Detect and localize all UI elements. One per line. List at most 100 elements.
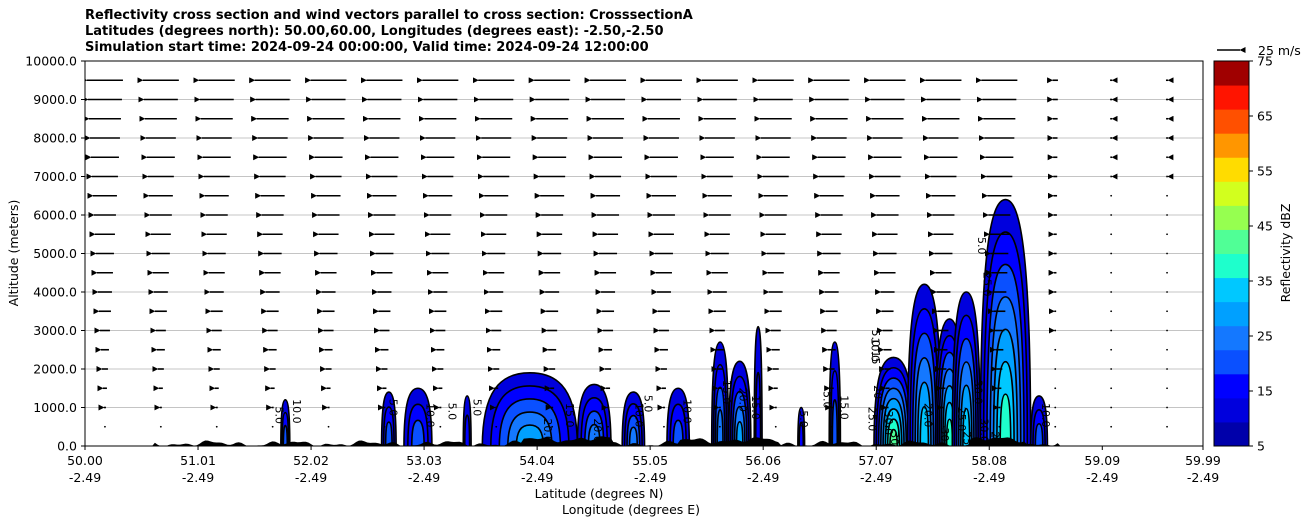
y-tick-label: 8000.0 — [33, 131, 77, 146]
wind-vector — [327, 425, 330, 428]
wind-vector — [663, 425, 665, 428]
wind-vector — [1166, 233, 1168, 236]
x-tick-label-lat: 58.08 — [971, 453, 1007, 468]
wind-vector — [104, 425, 106, 428]
wind-vector — [1110, 214, 1113, 216]
reflectivity-contours — [280, 198, 1049, 446]
reflectivity-cell — [1029, 395, 1049, 446]
reflectivity-cell — [481, 372, 579, 446]
wind-vector — [1054, 387, 1057, 390]
x-tick-label-lon: -2.49 — [69, 470, 101, 485]
x-tick-label-lon: -2.49 — [1086, 470, 1118, 485]
reflectivity-cell — [797, 406, 806, 446]
contour-label: 30 — [938, 427, 951, 441]
x-tick-label-lat: 54.04 — [519, 453, 555, 468]
x-tick-label-lat: 55.05 — [632, 453, 668, 468]
y-tick-label: 9000.0 — [33, 92, 77, 107]
contour-label: 15.0 — [563, 403, 576, 428]
wind-vector — [1110, 310, 1113, 313]
contour-level — [384, 421, 393, 446]
wind-vector — [718, 425, 721, 428]
contour-label: 5.0 — [642, 395, 655, 413]
contour-labels: 5.0 10.0 5.0 10.0 5.0 5.020.015.020.010.05.0 1… — [272, 237, 1052, 445]
reflectivity-cell — [951, 291, 982, 446]
y-tick-label: 7000.0 — [33, 169, 77, 184]
wind-vector — [1166, 214, 1168, 216]
reflectivity-cell — [280, 398, 291, 446]
x-tick-label-lat: 59.99 — [1185, 453, 1221, 468]
reflectivity-cell — [462, 395, 472, 446]
y-tick-label: 4000.0 — [33, 285, 77, 300]
wind-vector — [159, 425, 162, 428]
y-tick-label: 2000.0 — [33, 362, 77, 377]
contour-label: 10.0 — [633, 403, 646, 428]
wind-vector — [439, 425, 442, 428]
contour-label: 30 — [888, 431, 901, 445]
wind-vector — [942, 425, 945, 428]
wind-vector — [998, 425, 1001, 428]
contour-label: 20.0 — [737, 388, 750, 413]
x-tick-label-lon: -2.49 — [1187, 470, 1219, 485]
contour-label: 10.0 — [681, 399, 694, 424]
contour-level — [735, 420, 744, 446]
wind-vector — [1054, 368, 1057, 370]
x-tick-label-lat: 57.07 — [858, 453, 894, 468]
contour-level — [831, 398, 839, 446]
contour-label: 20 — [988, 431, 1001, 445]
contour-level — [1034, 422, 1044, 446]
contour-label: 30.0 — [977, 418, 990, 443]
wind-vector — [1166, 271, 1168, 274]
contour-label: 20.0 — [921, 403, 934, 428]
contour-label: 25.0 — [981, 272, 994, 297]
colorbar-tick-label: 75 — [1257, 54, 1273, 69]
wind-vector — [830, 425, 833, 428]
colorbar-segment — [1214, 229, 1249, 254]
contour-level — [999, 393, 1012, 446]
wind-vector — [1110, 271, 1113, 274]
contour-label: 25.0 — [955, 407, 968, 432]
contour-label: 15.0 — [720, 380, 733, 405]
x-tick-label-lat: 50.00 — [67, 453, 103, 468]
x-tick-label-lat: 56.06 — [745, 453, 781, 468]
contour-label: 30.0 — [882, 411, 895, 436]
terrain-silhouette — [85, 436, 1203, 446]
x-tick-label-lat: 51.01 — [180, 453, 216, 468]
contour-label: 15 — [869, 350, 882, 364]
contour-level — [754, 371, 762, 446]
colorbar-segment — [1214, 373, 1249, 399]
x-tick-label-lon: -2.49 — [747, 470, 779, 485]
wind-vector — [1110, 291, 1113, 293]
colorbar-segment — [1214, 349, 1249, 375]
contour-level — [672, 419, 684, 446]
contour-level — [962, 407, 971, 446]
wind-vector — [1166, 387, 1168, 390]
wind-vector — [551, 425, 554, 428]
wind-vector — [1166, 425, 1168, 428]
contour-level — [463, 414, 471, 446]
reflectivity-cell — [621, 391, 646, 446]
wind-vector — [774, 425, 777, 428]
y-tick-label: 0.0 — [57, 439, 77, 454]
chart-title-line1: Reflectivity cross section and wind vect… — [85, 8, 693, 23]
x-axis-ticks: 50.00 -2.49 51.01 -2.49 52.02 -2.49 53.03 -2.49… — [67, 446, 1221, 485]
colorbar-label: Reflectivity dBZ — [1278, 204, 1293, 303]
x-tick-label-lon: -2.49 — [408, 470, 440, 485]
contour-level — [716, 409, 724, 446]
contour-label: 10.0 — [1039, 403, 1052, 428]
colorbar-tick-label: 15 — [1257, 384, 1273, 399]
colorbar-segment — [1214, 181, 1249, 206]
wind-vector — [1166, 310, 1168, 313]
colorbar-tick-label: 45 — [1257, 219, 1273, 234]
x-tick-label-lat: 52.02 — [293, 453, 329, 468]
contour-label: 5.0 — [446, 403, 459, 421]
reflectivity-cell — [380, 391, 397, 446]
colorbar-tick-label: 65 — [1257, 109, 1273, 124]
colorbar-segment — [1214, 253, 1249, 279]
contour-label: 5.0 — [975, 237, 988, 255]
wind-vector — [383, 425, 386, 428]
colorbar-tick-label: 35 — [1257, 274, 1273, 289]
contour-level — [919, 405, 930, 446]
wind-vector — [1166, 368, 1168, 370]
wind-vector — [1166, 348, 1168, 351]
